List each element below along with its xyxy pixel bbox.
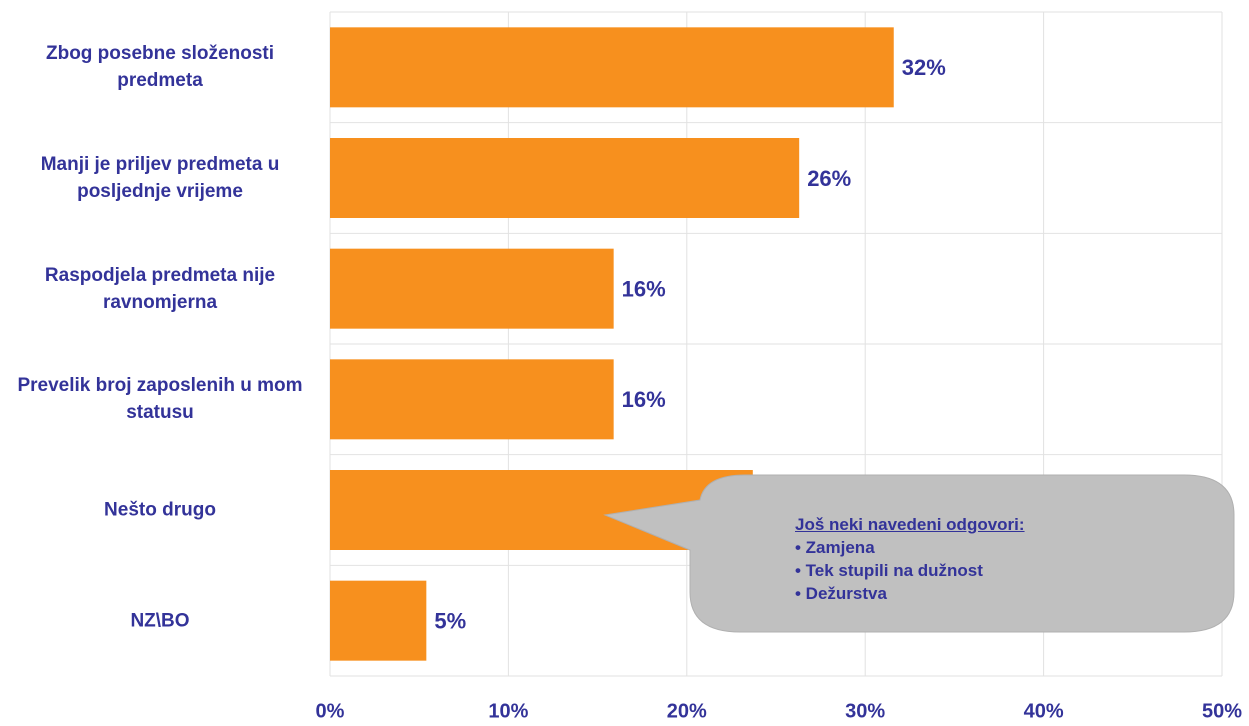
- x-tick-label: 0%: [316, 700, 345, 722]
- y-tick-label: Prevelik broj zaposlenih u mom statusu: [17, 375, 303, 424]
- x-tick-label: 30%: [845, 700, 885, 722]
- callout-item: • Zamjena: [795, 538, 875, 557]
- y-tick-label: NZ\BO: [130, 610, 190, 632]
- callout: Još neki navedeni odgovori: • Zamjena • T…: [795, 513, 1025, 605]
- value-label: 26%: [807, 166, 851, 191]
- bar: [330, 580, 427, 661]
- value-label: 16%: [622, 387, 666, 412]
- x-tick-label: 20%: [667, 700, 707, 722]
- x-tick-label: 40%: [1024, 700, 1064, 722]
- callout-title: Još neki navedeni odgovori:: [795, 515, 1025, 534]
- value-label: 32%: [902, 55, 946, 80]
- y-tick-label: Raspodjela predmeta nije ravnomjerna: [44, 264, 276, 313]
- bar: [330, 248, 614, 329]
- callout-item: • Tek stupili na dužnost: [795, 561, 983, 580]
- x-tick-label: 50%: [1202, 700, 1242, 722]
- callout-item: • Dežurstva: [795, 584, 887, 603]
- x-tick-label: 10%: [488, 700, 528, 722]
- value-label: 5%: [434, 608, 466, 633]
- bar: [330, 138, 800, 218]
- y-tick-label: Zbog posebne složenosti predmeta: [45, 43, 274, 92]
- bar: [330, 27, 894, 108]
- y-tick-label: Nešto drugo: [104, 499, 216, 521]
- value-label: 16%: [622, 276, 666, 301]
- callout-bubble: [603, 474, 1235, 633]
- bar: [330, 359, 614, 440]
- y-tick-label: Manji je priljev predmeta u posljednje v…: [40, 154, 280, 202]
